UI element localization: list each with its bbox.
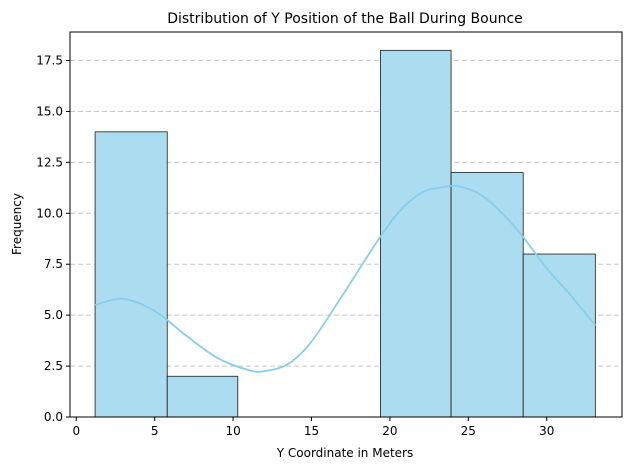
- y-tick-label: 0.0: [44, 410, 63, 424]
- y-tick-label: 17.5: [36, 54, 63, 68]
- x-tick-label: 15: [304, 424, 319, 438]
- y-tick-label: 15.0: [36, 104, 63, 118]
- plot-frame: [69, 31, 623, 418]
- y-tick-label: 5.0: [44, 308, 63, 322]
- histogram-bar-1: [166, 375, 239, 418]
- histogram-bar-4: [380, 49, 452, 418]
- histogram-bar-6: [522, 253, 596, 418]
- histogram-bar-0: [94, 131, 168, 418]
- y-tick-label: 10.0: [36, 206, 63, 220]
- x-tick-label: 10: [225, 424, 240, 438]
- x-tick-label: 20: [382, 424, 397, 438]
- x-tick-label: 5: [151, 424, 159, 438]
- histogram-bar-5: [450, 172, 524, 418]
- bars-layer: [94, 49, 596, 418]
- y-axis-label: Frequency: [10, 193, 24, 255]
- y-axis: 0.0 2.5 5.0 7.5 10.0 12.5 15.0 17.5: [36, 54, 70, 424]
- y-tick-label: 2.5: [44, 359, 63, 373]
- x-axis: 0 5 10 15 20 25 30: [72, 417, 554, 438]
- x-tick-label: 30: [539, 424, 554, 438]
- chart-title: Distribution of Y Position of the Ball D…: [167, 11, 523, 27]
- y-tick-label: 7.5: [44, 257, 63, 271]
- x-tick-label: 25: [461, 424, 476, 438]
- kde-line: [94, 184, 597, 373]
- x-axis-label: Y Coordinate in Meters: [276, 446, 414, 460]
- y-tick-label: 12.5: [36, 155, 63, 169]
- x-tick-label: 0: [72, 424, 80, 438]
